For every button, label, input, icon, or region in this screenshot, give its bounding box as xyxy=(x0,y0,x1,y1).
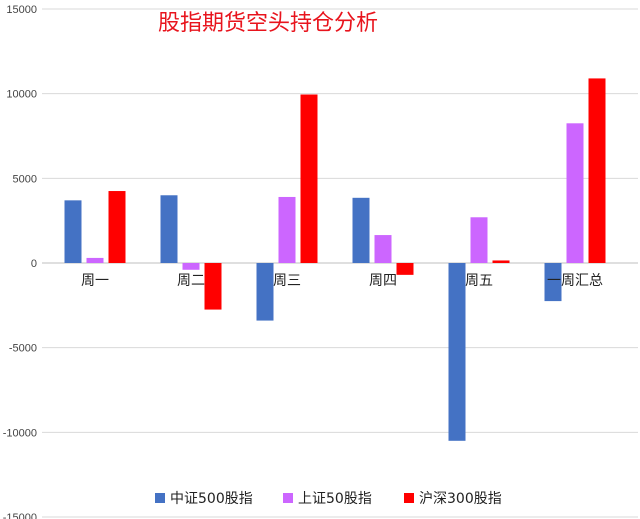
category-label: 周四 xyxy=(369,273,397,289)
gridlines xyxy=(42,8,638,518)
y-tick-label: 0 xyxy=(31,258,37,270)
legend-swatch xyxy=(155,493,165,503)
bar xyxy=(108,191,126,263)
bar xyxy=(64,200,82,263)
bar xyxy=(396,263,414,275)
y-tick-label: 10000 xyxy=(6,89,37,101)
bar xyxy=(160,195,178,263)
category-labels: 周一 周二 周三 周四 周五 一周汇总 xyxy=(81,273,603,289)
bar xyxy=(300,94,318,263)
category-label: 周二 xyxy=(177,273,205,289)
y-axis-ticks: 15000 10000 5000 0 -5000 -10000 -15000 xyxy=(3,4,37,519)
bar xyxy=(352,197,370,263)
bar xyxy=(374,235,392,263)
category-label: 周三 xyxy=(273,273,301,289)
y-tick-label: -5000 xyxy=(9,343,37,355)
category-label: 一周汇总 xyxy=(547,273,603,289)
bar xyxy=(470,217,488,263)
y-tick-label: 15000 xyxy=(6,4,37,16)
bar xyxy=(566,123,584,263)
bar xyxy=(448,263,466,441)
bar xyxy=(182,263,200,270)
legend-label: 中证500股指 xyxy=(170,491,253,507)
category-label: 周五 xyxy=(465,273,493,289)
bar xyxy=(86,257,104,263)
bars xyxy=(64,78,606,441)
legend-swatch xyxy=(404,493,414,503)
bar xyxy=(256,263,274,321)
bar xyxy=(544,263,562,302)
chart-title: 股指期货空头持仓分析 xyxy=(158,11,378,36)
category-label: 周一 xyxy=(81,273,109,289)
bar xyxy=(492,260,510,263)
legend-label: 上证50股指 xyxy=(298,491,372,507)
legend-label: 沪深300股指 xyxy=(419,491,502,507)
y-tick-label: -15000 xyxy=(3,512,37,519)
bar xyxy=(204,263,222,310)
bar xyxy=(278,196,296,263)
legend: 中证500股指 上证50股指 沪深300股指 xyxy=(155,491,502,507)
bar xyxy=(588,78,606,263)
y-tick-label: -10000 xyxy=(3,427,37,439)
y-tick-label: 5000 xyxy=(13,173,37,185)
legend-swatch xyxy=(283,493,293,503)
